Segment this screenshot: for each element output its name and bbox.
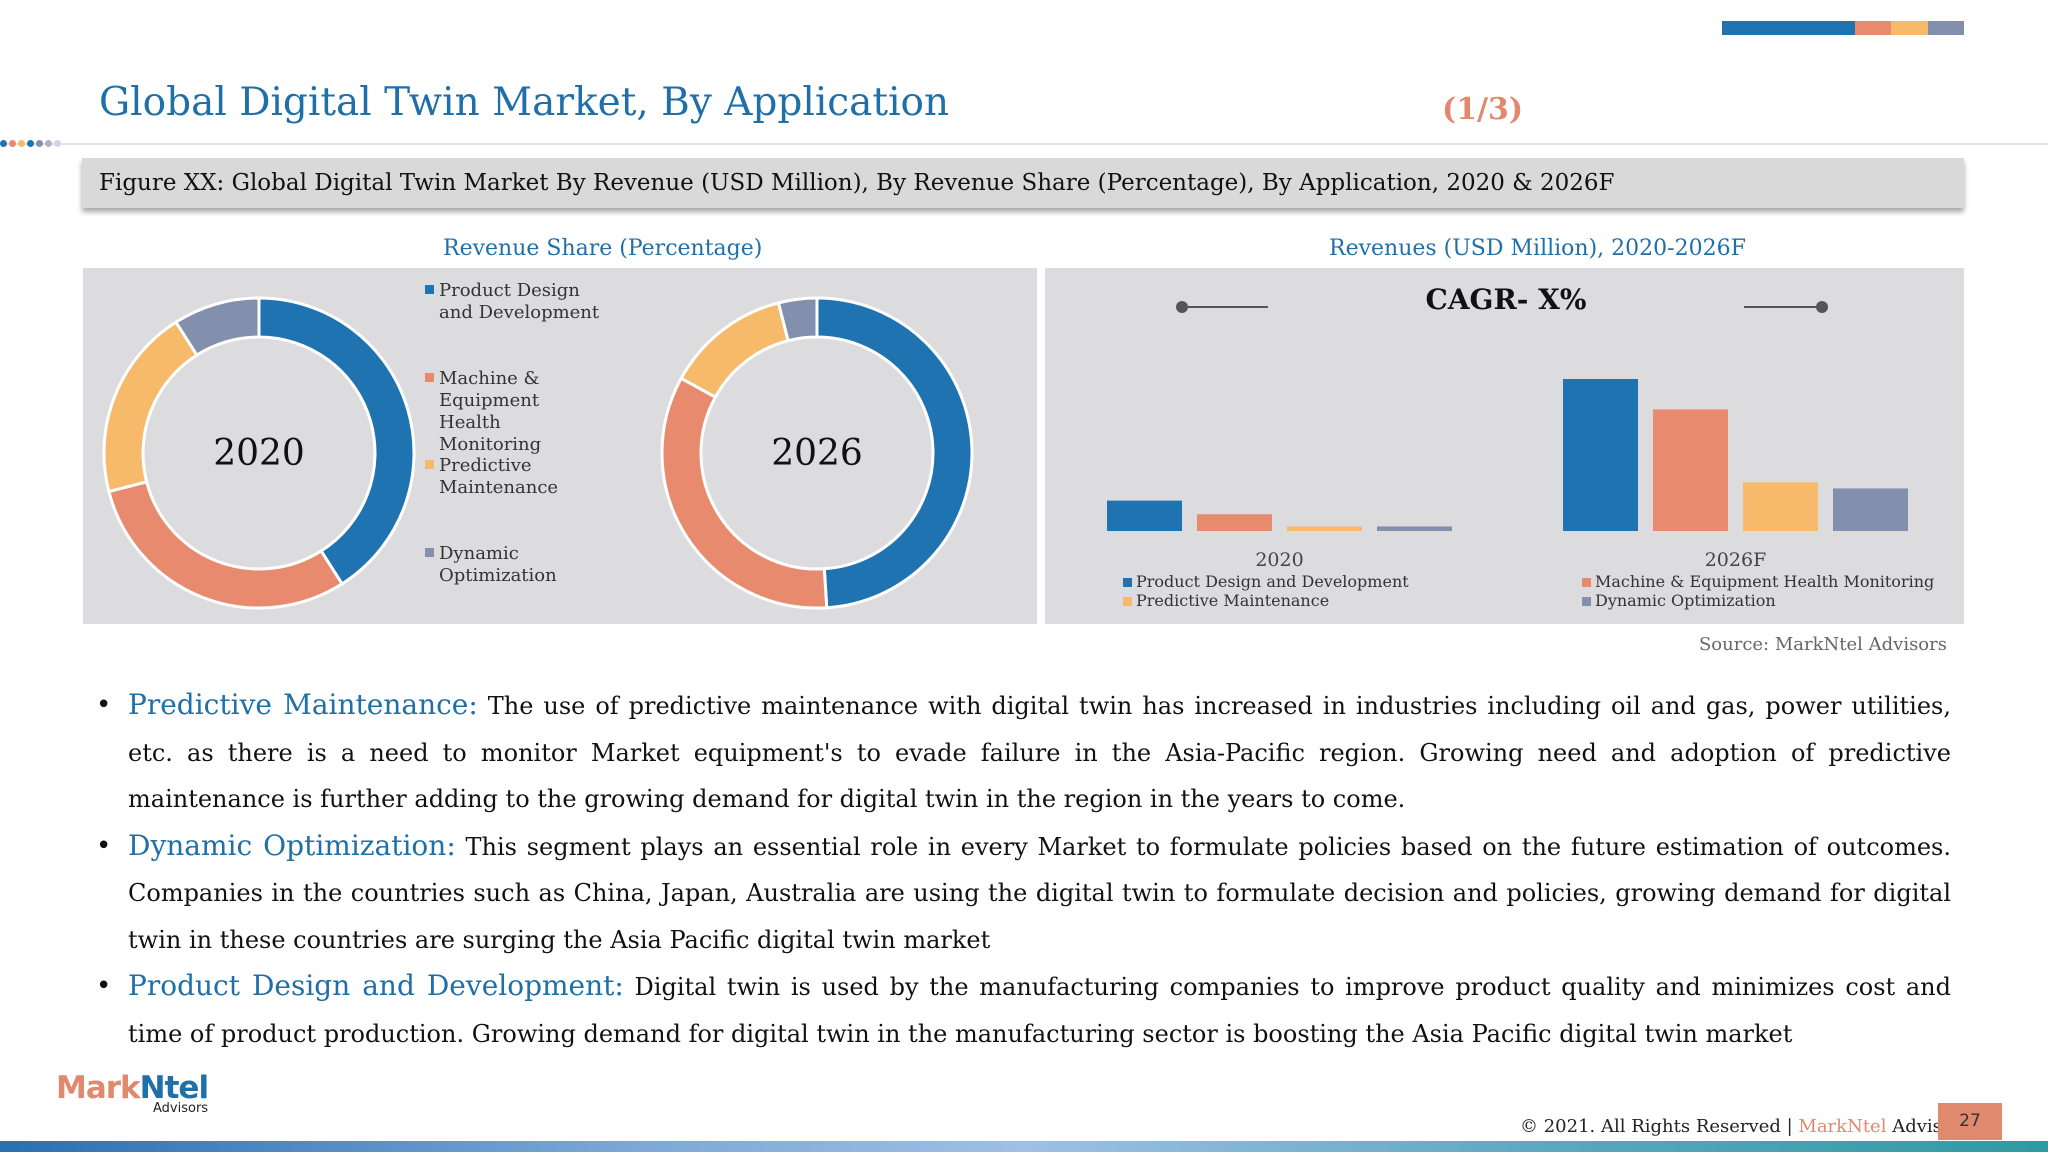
legend-label: Predictive [439, 455, 532, 476]
bullet-heading: Dynamic Optimization: [128, 828, 456, 862]
donut-panel: 2020 2026 Product Design and Development Ma… [83, 268, 1037, 624]
donut-slice [107, 480, 345, 610]
legend-label: Monitoring [439, 434, 542, 455]
bar [1377, 526, 1452, 531]
header-divider [0, 143, 2048, 145]
donut-slice [102, 320, 199, 494]
bar [1287, 526, 1362, 531]
bar [1653, 409, 1728, 531]
footer-copyright: © 2021. All Rights Reserved | MarkNtel A… [1520, 1116, 1971, 1137]
right-chart-title: Revenues (USD Million), 2020-2026F [1329, 236, 1746, 261]
donut-center-label: 2020 [213, 433, 305, 474]
marknetel-logo: MarkNtel Advisors [56, 1070, 209, 1116]
legend-label: Product Design [439, 280, 580, 301]
logo-ntel-text: Ntel [139, 1070, 209, 1106]
copyright-text: © 2021. All Rights Reserved | [1520, 1116, 1799, 1137]
bottom-gradient-bar [0, 1141, 2048, 1152]
page-number: 27 [1938, 1103, 2002, 1140]
donut-slice [660, 376, 829, 610]
legend-swatch [425, 459, 434, 469]
accent-segment [1722, 21, 1856, 35]
accent-segment [1855, 21, 1892, 35]
bullet-text: This segment plays an essential role in … [128, 832, 1951, 954]
legend-swatch [425, 284, 434, 294]
donut-legend-item: Dynamic Optimization [425, 543, 605, 587]
bar-legend-swatch [1123, 597, 1132, 606]
decorative-dots [0, 140, 61, 147]
footer-brand: MarkNtel [1798, 1116, 1887, 1137]
cagr-dot-left [1176, 301, 1188, 313]
bullet-text: The use of predictive maintenance with d… [128, 692, 1951, 813]
bar-legend-label: Predictive Maintenance [1136, 591, 1329, 610]
bar-chart: 2020 2026F CAGR- X% Product Design and Deve… [1107, 283, 1934, 610]
bar [1197, 514, 1272, 531]
bar-legend-swatch [1582, 578, 1591, 587]
bar-legend-swatch [1123, 578, 1132, 587]
legend-label: Equipment Health [439, 390, 540, 433]
donut-legend-item: Product Design and Development [425, 280, 605, 324]
bar [1833, 488, 1908, 531]
bar [1107, 500, 1182, 531]
bar-panel: 2020 2026F CAGR- X% Product Design and Deve… [1045, 268, 1964, 624]
donut-slice [173, 296, 261, 358]
donut-slice [776, 296, 819, 343]
bar-legend-label: Dynamic Optimization [1595, 591, 1776, 610]
page-fraction: (1/3) [1442, 92, 1524, 127]
bar [1563, 379, 1638, 531]
cagr-label: CAGR- X% [1426, 283, 1587, 316]
legend-label: and Development [439, 302, 600, 323]
bullet-list: Predictive Maintenance: The use of predi… [96, 682, 1951, 1057]
bullet-heading: Product Design and Development: [128, 969, 624, 1002]
donut-charts: 2020 2026 [102, 296, 974, 610]
bullet-heading: Predictive Maintenance: [128, 688, 478, 721]
source-note: Source: MarkNtel Advisors [1698, 634, 1947, 655]
legend-swatch [425, 547, 434, 557]
header-accent-bar [1722, 21, 1964, 35]
donut-center-label: 2026 [771, 433, 863, 474]
figure-caption: Figure XX: Global Digital Twin Market By… [99, 170, 1615, 196]
bullet-predictive-maintenance: Predictive Maintenance: The use of predi… [96, 682, 1951, 823]
donut-legend-item: Machine & Equipment Health Monitoring [425, 368, 605, 456]
bar-legend-swatch [1582, 597, 1591, 606]
bullet-dynamic-optimization: Dynamic Optimization: This segment plays… [96, 823, 1951, 964]
logo-sub-text: Advisors [153, 1101, 209, 1116]
page-title: Global Digital Twin Market, By Applicati… [99, 80, 950, 125]
donut-legend-item: Predictive Maintenance [425, 455, 605, 499]
legend-swatch [425, 372, 434, 382]
bar-legend-label: Product Design and Development [1136, 572, 1409, 591]
left-chart-title: Revenue Share (Percentage) [443, 236, 763, 261]
donut-slice [679, 301, 790, 400]
donut-slice [257, 296, 416, 586]
legend-label: Machine & [439, 368, 540, 389]
logo-mark-text: Mark [56, 1070, 141, 1106]
figure-caption-bar: Figure XX: Global Digital Twin Market By… [82, 158, 1964, 208]
bullet-text: Digital twin is used by the manufacturin… [128, 973, 1951, 1048]
donut-slice [815, 296, 974, 610]
cagr-dot-right [1816, 301, 1828, 313]
bar-category-label: 2026F [1705, 549, 1767, 571]
accent-segment [1927, 21, 1964, 35]
legend-label: Dynamic [439, 543, 519, 564]
bar-category-label: 2020 [1255, 549, 1303, 571]
bar-legend-label: Machine & Equipment Health Monitoring [1595, 572, 1934, 591]
bullet-product-design: Product Design and Development: Digital … [96, 963, 1951, 1057]
bar [1743, 482, 1818, 531]
legend-label: Maintenance [439, 477, 559, 498]
legend-label: Optimization [439, 565, 557, 586]
accent-segment [1891, 21, 1928, 35]
